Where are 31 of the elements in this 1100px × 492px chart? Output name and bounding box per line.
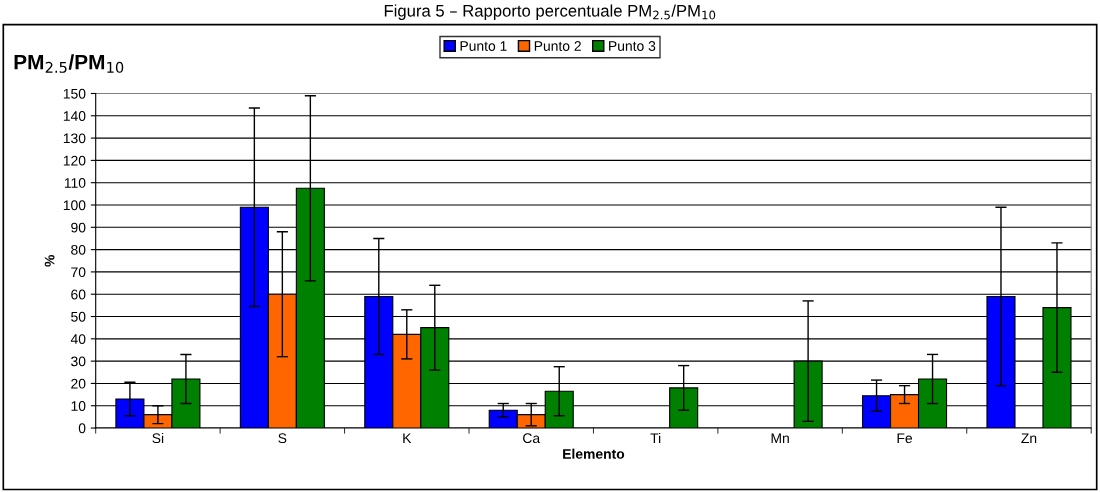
y-tick-label: 130: [63, 133, 86, 144]
y-tick-label: 10: [71, 401, 86, 411]
x-tick-label: Ca: [523, 433, 541, 444]
y-tick-label: 100: [63, 200, 86, 211]
y-tick-label: 50: [71, 311, 86, 322]
y-tick-label: 0: [78, 423, 86, 434]
y-tick-label: 70: [71, 267, 86, 278]
chart-title: PM$_{2.5}$/PM$_{10}$: [14, 54, 124, 73]
x-tick-label: Zn: [1021, 433, 1037, 443]
text: Figura 5 – Rapporto percentuale PM$_{2.5}$/PM$_{10}$: [384, 4, 716, 20]
x-tick-label: S: [278, 433, 287, 444]
y-tick-label: 120: [63, 155, 86, 166]
y-tick-label: 150: [63, 88, 86, 99]
y-tick-label: 80: [71, 244, 86, 255]
legend-label: Punto 3: [609, 41, 656, 51]
y-tick-label: 60: [71, 289, 86, 300]
x-axis-title: Elemento: [563, 448, 625, 459]
y-tick-label: 20: [71, 378, 86, 389]
x-tick-label: Fe: [897, 433, 913, 444]
y-tick-label: 40: [70, 334, 86, 344]
y-tick-label: 110: [64, 178, 86, 188]
x-tick-label: Si: [152, 432, 164, 444]
x-tick-label: Ti: [650, 432, 661, 443]
x-tick-label: Mn: [771, 433, 789, 443]
legend-label: Punto 1: [460, 41, 507, 51]
y-tick-label: 30: [71, 356, 86, 367]
x-tick-label: K: [403, 433, 412, 443]
y-tick-label: 140: [63, 111, 86, 121]
y-axis-title: %: [44, 254, 55, 267]
legend-label: Punto 2: [534, 41, 581, 51]
y-tick-label: 90: [71, 222, 86, 233]
